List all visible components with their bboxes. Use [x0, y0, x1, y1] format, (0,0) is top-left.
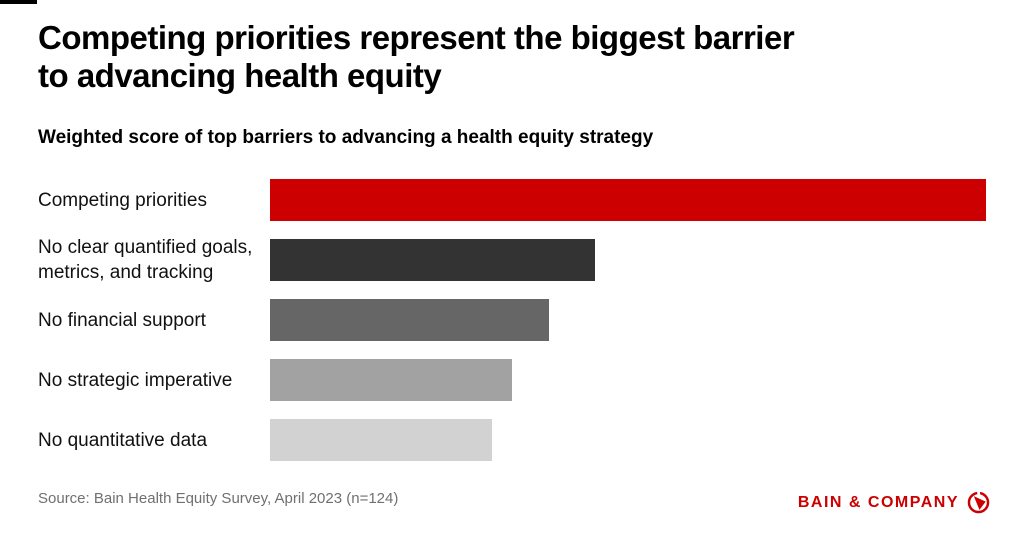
bar-row: No strategic imperative — [38, 359, 986, 401]
bar-2 — [270, 239, 596, 281]
bar-row: Competing priorities — [38, 179, 986, 221]
bar-label: Competing priorities — [38, 189, 207, 211]
bar-5 — [270, 419, 492, 461]
chart-title: Competing priorities represent the bigge… — [38, 19, 795, 94]
bar-row: No quantitative data — [38, 419, 986, 461]
bain-compass-icon — [967, 491, 990, 514]
bar-label: No strategic imperative — [38, 369, 233, 391]
bar-1 — [270, 179, 986, 221]
bar-track — [270, 359, 986, 401]
bar-track — [270, 179, 986, 221]
bar-track — [270, 299, 986, 341]
bar-label: No clear quantified goals, metrics, and … — [38, 237, 253, 283]
bain-logo-text: BAIN & COMPANY — [797, 493, 959, 511]
bain-logo: BAIN & COMPANY — [798, 491, 990, 514]
bar-chart: Competing priorities No clear quantified … — [38, 179, 986, 479]
corner-artifact — [0, 0, 37, 4]
bar-4 — [270, 359, 512, 401]
bar-row: No clear quantified goals, metrics, and … — [38, 237, 986, 283]
source-note: Source: Bain Health Equity Survey, April… — [38, 490, 399, 507]
bar-track — [270, 419, 986, 461]
bar-3 — [270, 299, 550, 341]
bar-track — [270, 239, 986, 281]
bar-row: No financial support — [38, 299, 986, 341]
bar-label: No financial support — [38, 309, 206, 331]
chart-subtitle: Weighted score of top barriers to advanc… — [38, 127, 654, 148]
bar-label: No quantitative data — [38, 429, 208, 451]
